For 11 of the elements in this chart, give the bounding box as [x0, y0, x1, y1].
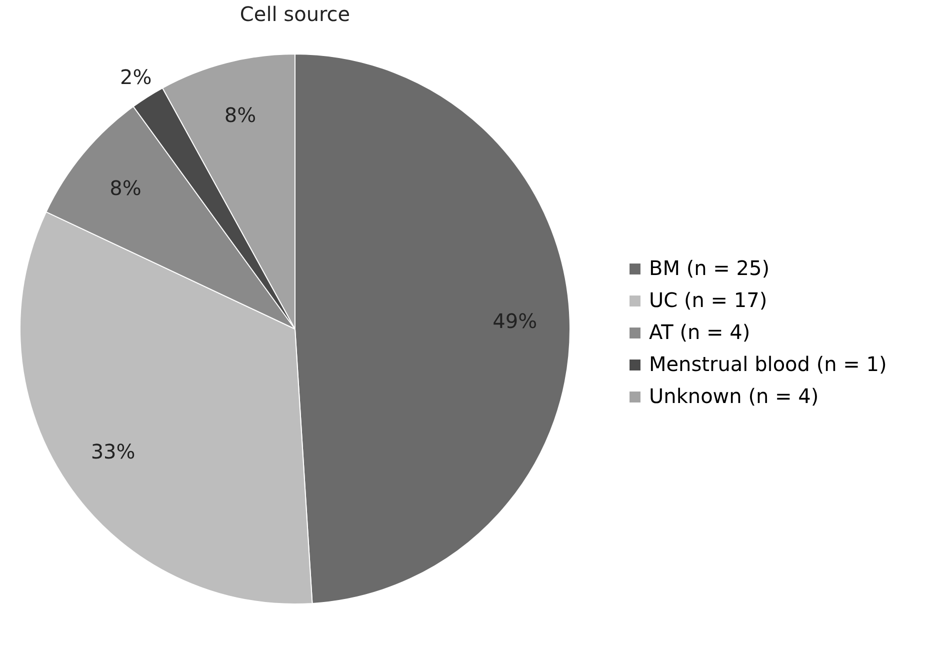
legend-label: UC (n = 17) — [649, 288, 768, 312]
data-label: 49% — [492, 309, 538, 334]
data-label: 8% — [110, 176, 142, 200]
legend-label: AT (n = 4) — [649, 320, 750, 344]
chart-title: Cell source — [240, 2, 350, 26]
data-label: 2% — [120, 65, 152, 90]
legend-label: Unknown (n = 4) — [649, 384, 819, 408]
data-label: 8% — [224, 102, 256, 127]
legend-label: Menstrual blood (n = 1) — [649, 352, 887, 376]
legend-label: BM (n = 25) — [649, 256, 770, 280]
data-label: 33% — [90, 440, 136, 464]
